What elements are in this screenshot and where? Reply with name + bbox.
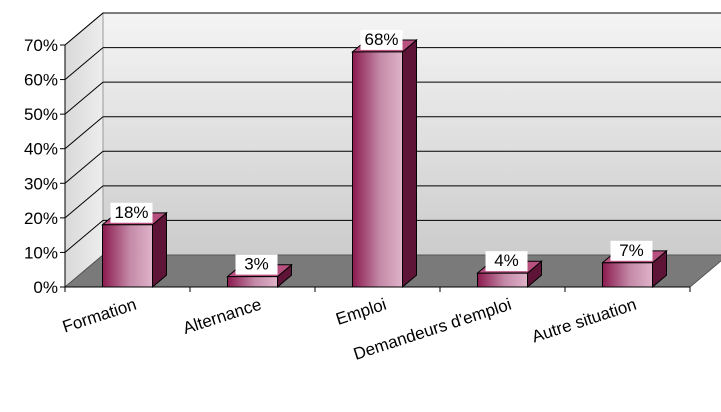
- gridline-side: [64, 220, 104, 253]
- data-label: 3%: [235, 254, 278, 275]
- bar-side: [152, 211, 167, 289]
- y-tick-label: 10%: [24, 243, 58, 262]
- gridline-side: [64, 47, 104, 80]
- category-label: Autre situation: [529, 295, 638, 347]
- gridline-side: [64, 81, 104, 115]
- bar: [351, 38, 418, 289]
- y-tick-label: 30%: [24, 174, 58, 193]
- data-label-text: 68%: [364, 30, 398, 49]
- data-label: 7%: [610, 240, 653, 261]
- category-label: Formation: [60, 295, 139, 337]
- data-label: 4%: [485, 251, 528, 272]
- category-label: Emploi: [333, 295, 388, 329]
- data-label-text: 7%: [619, 241, 644, 260]
- data-label-box: [610, 240, 653, 261]
- y-tick-label: 60%: [24, 71, 58, 90]
- y-axis-ticks: 0% 10% 20% 30% 40% 50% 60% 70%: [24, 36, 65, 297]
- bar-front: [102, 224, 153, 288]
- data-labels: 18% 3% 68% 4% 7%: [110, 29, 653, 275]
- side-wall: [64, 11, 104, 289]
- gridline-side: [64, 150, 104, 184]
- y-tick-label: 20%: [24, 209, 58, 228]
- bar: [101, 211, 168, 289]
- data-label-text: 18%: [114, 203, 148, 222]
- data-label-box: [360, 29, 403, 50]
- data-label: 68%: [360, 29, 403, 50]
- gridline-side: [64, 12, 104, 46]
- bar-front: [227, 276, 278, 288]
- y-tick-label: 40%: [24, 140, 58, 159]
- data-label-box: [485, 251, 528, 272]
- gridline-side: [64, 116, 104, 150]
- bar-front: [602, 262, 653, 288]
- bar-side: [402, 38, 417, 289]
- bar-front: [477, 272, 528, 288]
- data-label-box: [110, 202, 153, 223]
- category-label: Alternance: [181, 295, 264, 338]
- bar-front: [352, 51, 403, 288]
- y-tick-label: 70%: [24, 36, 58, 55]
- gridline-side: [64, 185, 104, 219]
- y-tick-label: 0%: [33, 278, 58, 297]
- data-label: 18%: [110, 202, 153, 223]
- data-label-text: 3%: [244, 255, 269, 274]
- y-tick-label: 50%: [24, 105, 58, 124]
- data-label-box: [235, 254, 278, 275]
- data-label-text: 4%: [494, 251, 519, 270]
